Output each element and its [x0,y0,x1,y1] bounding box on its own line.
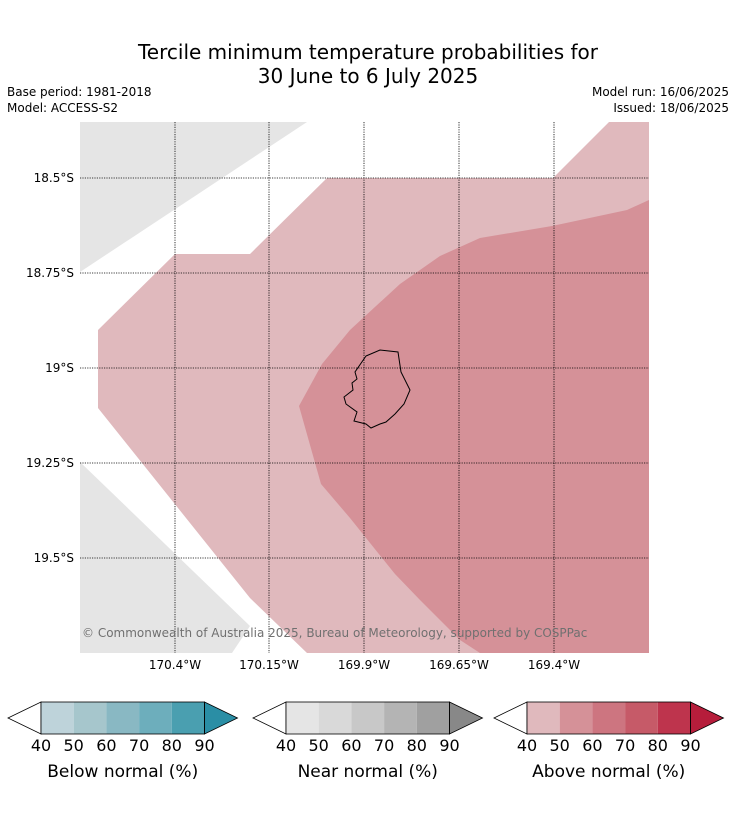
colorbar-under-arrow [252,701,287,735]
colorbar-over-arrow [690,701,725,735]
longitude-label: 170.4°W [149,658,201,672]
colorbar-under-arrow [7,701,42,735]
near-normal-region-south [80,462,250,653]
colorbar-outline [285,701,450,735]
colorbar-segment [41,702,74,734]
colorbar-tick-label: 80 [161,736,182,755]
copyright-notice: © Commonwealth of Australia 2025, Bureau… [82,626,587,640]
colorbar-segment [416,702,450,734]
colorbar-tick-label: 60 [341,736,362,755]
colorbar-tick-label: 60 [96,736,117,755]
base-period-text: Base period: 1981-2018 [7,85,152,99]
colorbar-tick-label: 80 [647,736,668,755]
colorbar-outline [526,701,691,735]
colorbar-tick-label: 90 [680,736,701,755]
colorbar-tick-label: 40 [516,736,538,755]
colorbar-segment [657,702,691,734]
latitude-label: 19.25°S [26,456,74,470]
colorbar-tick-label: 40 [30,736,52,755]
colorbar-segment [106,702,140,734]
latitude-labels: 18.5°S 18.75°S 19°S 19.25°S 19.5°S [26,171,74,565]
longitude-label: 170.15°W [239,658,299,672]
colorbar-tick-label: 70 [128,736,150,755]
colorbar-tick-label: 80 [406,736,427,755]
colorbar-segment [592,702,626,734]
longitude-label: 169.65°W [429,658,489,672]
colorbar-over-arrow [204,701,239,735]
graticule [80,122,649,653]
colorbar-tick-label: 90 [439,736,460,755]
longitude-labels: 170.4°W 170.15°W 169.9°W 169.65°W 169.4°W [149,658,580,672]
colorbar-title: Above normal (%) [532,762,686,782]
map-title-line-1: Tercile minimum temperature probabilitie… [137,40,599,64]
near-normal-region-north [80,122,307,272]
longitude-label: 169.9°W [338,658,390,672]
colorbar-outline [40,701,205,735]
model-text: Model: ACCESS-S2 [7,101,119,115]
colorbar-segment [171,702,205,734]
colorbar-title: Near normal (%) [297,762,438,782]
colorbar-segment [318,702,352,734]
above-normal-60-region [299,200,649,653]
colorbar-segment [73,702,107,734]
map-title-line-2: 30 June to 6 July 2025 [257,64,479,88]
model-run-text: Model run: 16/06/2025 [591,85,729,99]
issued-text: Issued: 18/06/2025 [613,101,729,115]
near-normal-colorbar [252,701,484,735]
colorbar-tick-label: 50 [308,736,329,755]
colorbar-segment [625,702,658,734]
colorbar-tick-label: 70 [614,736,636,755]
colorbar-tick-label: 50 [63,736,84,755]
colorbar-tick-label: 90 [194,736,215,755]
colorbar-under-arrow [493,701,528,735]
colorbar-segment [286,702,319,734]
below-normal-colorbar [7,701,239,735]
colorbar-segment [384,702,417,734]
colorbar-tick-label: 50 [549,736,570,755]
island-coastline [343,349,411,429]
colorbar-segment [527,702,560,734]
longitude-label: 169.4°W [528,658,580,672]
colorbar-segment [351,702,385,734]
colorbar-title: Below normal (%) [47,762,199,782]
latitude-label: 18.5°S [34,171,74,185]
latitude-label: 19°S [45,361,74,375]
colorbar-segment [139,702,172,734]
latitude-label: 18.75°S [26,266,74,280]
colorbar-segment [559,702,593,734]
above-normal-colorbar [493,701,725,735]
colorbar-tick-label: 70 [373,736,395,755]
latitude-label: 19.5°S [34,551,74,565]
colorbar-tick-label: 40 [275,736,297,755]
colorbar-over-arrow [449,701,484,735]
colorbar-tick-label: 60 [582,736,603,755]
